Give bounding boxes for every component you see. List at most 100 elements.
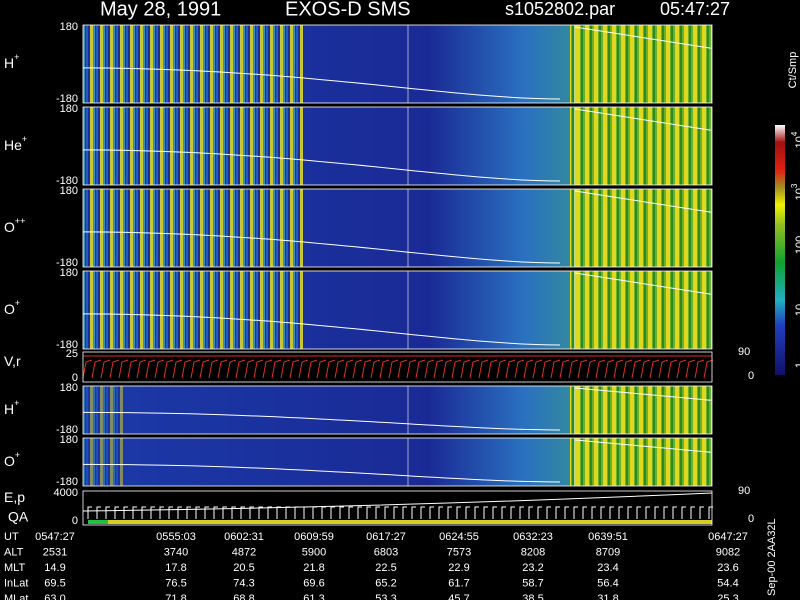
colorbar-tick-sup: 4 <box>790 131 799 136</box>
cell: 69.5 <box>44 577 65 589</box>
cell: 23.2 <box>522 562 543 574</box>
panel-label: O++ <box>4 216 25 234</box>
axis-bottom: -180 <box>56 175 78 187</box>
colorbar-tick-base: 10 <box>794 188 800 200</box>
colorbar-tick-base: 100 <box>794 236 800 254</box>
axis-bottom: -180 <box>56 93 78 105</box>
panel-label: V,r <box>4 353 21 369</box>
cell: 61.7 <box>448 577 469 589</box>
cell: 0617:27 <box>366 531 406 543</box>
cell: 45.7 <box>448 593 469 600</box>
axis-bottom: -180 <box>56 257 78 269</box>
cell: 58.7 <box>522 577 543 589</box>
spectrogram-right <box>570 189 712 267</box>
axis-bottom: 0 <box>72 372 78 384</box>
panel-frame <box>82 188 713 268</box>
file-time: 05:47:27 <box>660 0 730 19</box>
cell: 0624:55 <box>439 531 479 543</box>
panel-frame <box>82 385 713 435</box>
panel-label-base: H <box>4 55 14 71</box>
cell: 0639:51 <box>588 531 628 543</box>
cell: 38.5 <box>522 593 543 600</box>
axis-top: 180 <box>60 434 78 446</box>
panel-label-base: H <box>4 401 14 417</box>
panel-label-base: O <box>4 453 15 469</box>
cell: 9082 <box>716 546 740 558</box>
spectrogram-right <box>570 107 712 185</box>
cell: 53.3 <box>375 593 396 600</box>
panel-label-sup: + <box>14 52 19 62</box>
trajectory <box>82 108 713 182</box>
panel-frame <box>82 24 713 104</box>
spectrogram-left <box>83 189 303 267</box>
velocity-trace <box>82 359 714 379</box>
cell: 0632:23 <box>513 531 553 543</box>
row-label: MLat <box>4 593 28 600</box>
panel-frame <box>82 106 713 186</box>
axis-bottom: -180 <box>56 339 78 351</box>
spectrogram-right <box>570 25 712 103</box>
row-label: InLat <box>4 577 28 589</box>
spectrogram-left <box>83 386 123 434</box>
colorbar-tick-sup: 3 <box>790 183 799 188</box>
spectrogram-right <box>570 271 712 349</box>
colorbar-tick-base: 10 <box>794 304 800 316</box>
cell: 22.9 <box>448 562 469 574</box>
cell: 7573 <box>447 546 471 558</box>
colorbar-tick-base: 10 <box>794 136 800 148</box>
axis-top: 4000 <box>54 487 78 499</box>
axis-right-top: 90 <box>738 485 750 497</box>
panel-label-base: He <box>4 137 22 153</box>
cell: 74.3 <box>233 577 254 589</box>
panel-label-base: V,r <box>4 353 21 369</box>
panel-label-base: O <box>4 301 15 317</box>
cell: 6803 <box>374 546 398 558</box>
colorbar-tick: 103 <box>790 183 800 200</box>
axis-top: 25 <box>66 348 78 360</box>
axis-top: 180 <box>60 21 78 33</box>
panel-label: H+ <box>4 52 19 70</box>
cell: 21.8 <box>303 562 324 574</box>
spectrogram-right <box>570 386 712 434</box>
qa-strip <box>108 520 712 524</box>
cell: 2531 <box>43 546 67 558</box>
axis-right-top: 90 <box>738 346 750 358</box>
panel-frame <box>82 490 713 526</box>
cell: 65.2 <box>375 577 396 589</box>
cell: 14.9 <box>44 562 65 574</box>
panel-label: O+ <box>4 298 20 316</box>
energy-curve <box>82 492 713 512</box>
axis-top: 180 <box>60 382 78 394</box>
cell: 17.8 <box>165 562 186 574</box>
file-name: s1052802.par <box>505 0 615 19</box>
colorbar-tick: 104 <box>790 131 800 148</box>
spectrogram-left <box>83 107 303 185</box>
spectrogram-left <box>83 271 303 349</box>
panel-frame <box>82 351 713 383</box>
cell: 0609:59 <box>294 531 334 543</box>
axis-right-bottom: 0 <box>748 370 754 382</box>
axis-top: 180 <box>60 267 78 279</box>
colorbar-tick: 100 <box>794 236 800 254</box>
spectrogram-left <box>83 25 303 103</box>
axis-right-bottom: 0 <box>748 513 754 525</box>
panel-label: O+ <box>4 450 20 468</box>
cell: 54.4 <box>717 577 738 589</box>
cell: 71.8 <box>165 593 186 600</box>
cell: 8208 <box>521 546 545 558</box>
colorbar <box>775 125 785 375</box>
trajectory <box>82 272 713 346</box>
cell: 63.0 <box>44 593 65 600</box>
axis-top: 180 <box>60 185 78 197</box>
colorbar-tick: 1 <box>794 362 800 368</box>
qa-label: QA <box>8 509 29 525</box>
panel-label-base: O <box>4 219 15 235</box>
panel-frame <box>82 437 713 487</box>
panel-label-sup: + <box>22 134 27 144</box>
cell: 0647:27 <box>708 531 748 543</box>
axis-top: 180 <box>60 103 78 115</box>
cell: 56.4 <box>597 577 618 589</box>
cell: 25.3 <box>717 593 738 600</box>
trajectory <box>82 26 713 100</box>
